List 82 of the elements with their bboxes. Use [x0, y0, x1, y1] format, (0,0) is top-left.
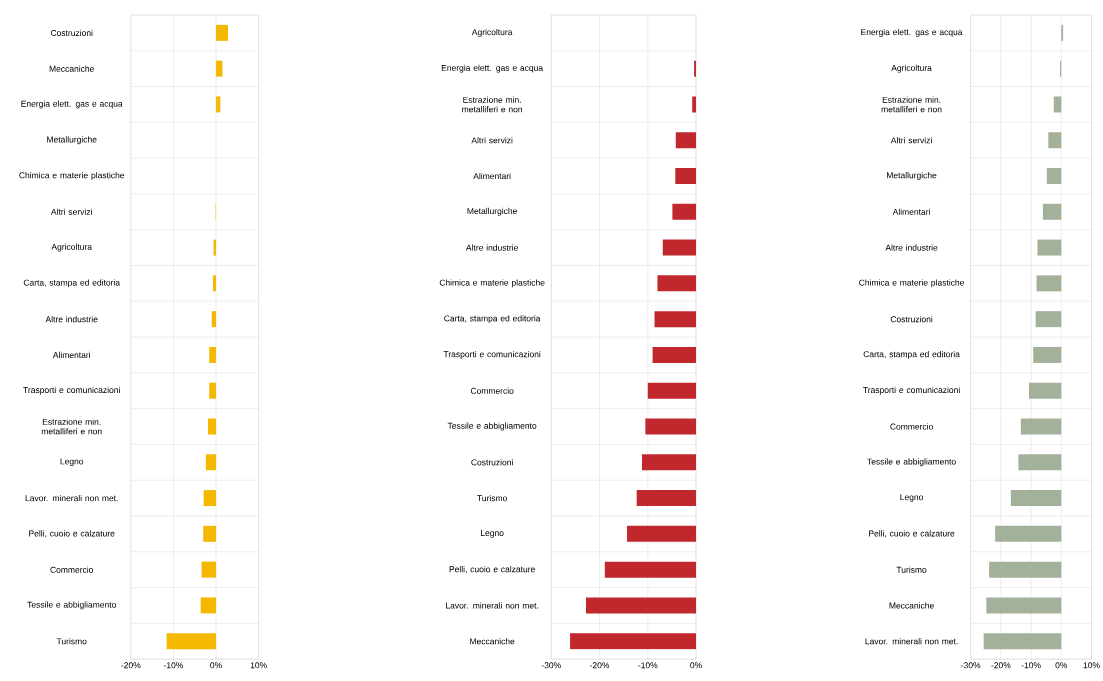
y-tick-label: Commercio — [50, 566, 94, 573]
y-tick-label: Costruzioni — [471, 459, 513, 466]
y-tick-label: Altre industrie — [465, 244, 518, 251]
y-tick-label: Altri servizi — [890, 137, 932, 144]
y-tick-label: Agricoltura — [471, 28, 513, 37]
y-tick-label: Energia elett. gas e acqua — [21, 100, 123, 109]
y-tick-label: Lavor. minerali non met. — [446, 602, 539, 609]
bar — [207, 418, 217, 435]
y-tick-label: Trasporti e comunicazioni — [443, 350, 541, 359]
y-tick-label: Turismo — [896, 566, 927, 573]
y-tick-label: Trasporti e comunicazioni — [863, 386, 960, 395]
bar — [200, 597, 217, 614]
y-tick-label: Energia elett. gas e acqua — [861, 28, 963, 37]
y-tick-label: Legno — [900, 494, 924, 502]
y-tick-label: Metallurgiche — [47, 136, 97, 145]
bar — [216, 96, 221, 113]
x-tick-label: -10% — [1021, 662, 1041, 669]
y-tick-label: Metallurgiche — [887, 172, 937, 180]
y-tick-label: Lavor. minerali non met. — [25, 494, 118, 502]
y-tick-label: Commercio — [890, 423, 933, 430]
y-tick-label: Pelli, cuoio e calzature — [869, 530, 955, 538]
y-tick-label: Meccaniche — [889, 602, 934, 609]
y-tick-label: Chimica e materie plastiche — [19, 172, 125, 180]
y-tick-label: Lavor. minerali non met. — [865, 638, 958, 645]
y-tick-label: Altri servizi — [50, 208, 92, 215]
y-tick-label: Chimica e materie plastiche — [439, 279, 545, 288]
y-tick-label: Meccaniche — [49, 65, 94, 72]
y-tick-label: Carta, stampa ed editoria — [863, 350, 960, 359]
y-tick-label: Estrazione min. metalliferi e non — [462, 96, 522, 113]
x-tick-label: -20% — [589, 662, 610, 669]
y-tick-label: Legno — [60, 458, 84, 467]
x-tick-label: -30% — [961, 662, 981, 669]
y-tick-label: Altre industrie — [885, 244, 938, 251]
bar — [201, 561, 217, 578]
bar — [209, 346, 217, 363]
x-tick-label: 10% — [250, 662, 267, 669]
y-tick-label: Estrazione min. metalliferi e non — [41, 418, 102, 435]
y-tick-label: Altri servizi — [471, 137, 513, 144]
bar — [216, 24, 228, 41]
y-tick-label: Commercio — [470, 387, 514, 394]
y-tick-label: Estrazione min. metalliferi e non — [881, 96, 942, 113]
bar — [209, 382, 217, 399]
bar — [205, 454, 217, 471]
x-tick-label: 0% — [690, 662, 702, 669]
x-tick-label: 10% — [1083, 662, 1100, 669]
y-tick-label: Agricoltura — [891, 64, 932, 73]
y-tick-label: Alimentari — [892, 208, 930, 215]
y-tick-label: Tessile e abbigliamento — [867, 458, 956, 467]
y-tick-label: Tessile e abbigliamento — [27, 601, 116, 610]
y-tick-label: Alimentari — [473, 172, 511, 180]
y-tick-label: Costruzioni — [890, 316, 933, 323]
bar — [213, 275, 217, 292]
y-tick-label: Chimica e materie plastiche — [859, 279, 964, 288]
y-tick-label: Carta, stampa ed editoria — [23, 279, 121, 288]
bar — [203, 490, 217, 507]
bar — [216, 60, 223, 77]
y-tick-label: Meccaniche — [470, 638, 515, 645]
x-tick-label: -20% — [121, 662, 141, 669]
x-tick-label: -30% — [541, 662, 561, 669]
y-tick-label: Pelli, cuoio e calzature — [449, 565, 535, 574]
x-tick-label: -20% — [991, 662, 1011, 669]
y-tick-label: Legno — [481, 530, 504, 538]
y-tick-label: Tessile e abbigliamento — [447, 422, 537, 431]
y-tick-label: Trasporti e comunicazioni — [23, 386, 120, 395]
bar — [166, 633, 217, 650]
bar — [203, 525, 217, 542]
x-tick-label: 0% — [210, 662, 222, 669]
y-tick-label: Agricoltura — [51, 243, 92, 252]
x-tick-label: 0% — [1055, 662, 1068, 669]
y-tick-label: Carta, stampa ed editoria — [444, 315, 541, 324]
bar — [213, 239, 217, 256]
y-tick-label: Alimentari — [52, 351, 90, 359]
x-tick-label: -10% — [163, 662, 184, 669]
y-tick-label: Turismo — [56, 638, 87, 645]
bar — [211, 311, 217, 328]
x-tick-label: -10% — [638, 662, 658, 669]
y-tick-label: Turismo — [477, 494, 507, 502]
y-tick-label: Metallurgiche — [467, 207, 517, 216]
y-tick-label: Pelli, cuoio e calzature — [29, 530, 115, 538]
y-tick-label: Energia elett. gas e acqua — [441, 64, 544, 73]
y-tick-label: Costruzioni — [50, 29, 93, 36]
y-tick-label: Altre industrie — [45, 316, 98, 323]
